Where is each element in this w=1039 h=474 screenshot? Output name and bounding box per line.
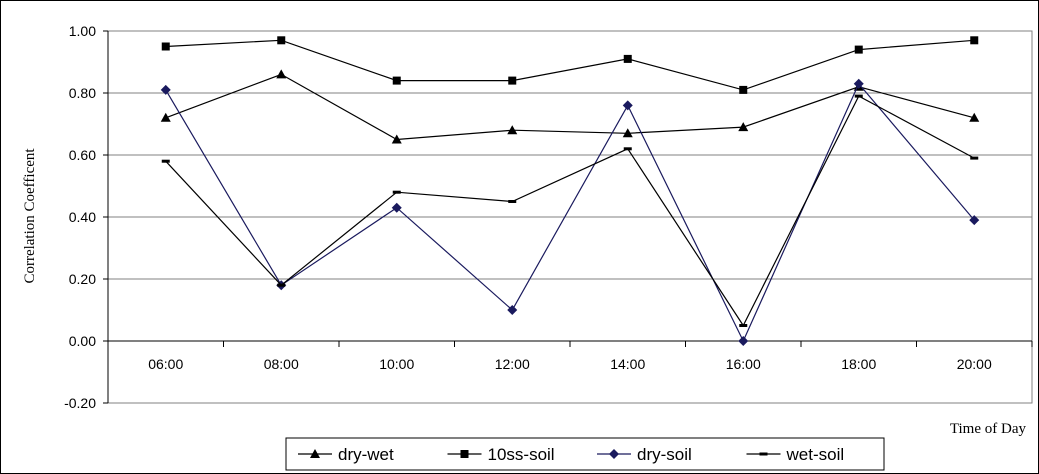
legend-box [285, 437, 885, 471]
x-tick-label: 20:00 [957, 356, 992, 372]
legend-label: dry-wet [338, 445, 394, 464]
legend-label: 10ss-soil [488, 445, 555, 464]
legend-marker [759, 452, 768, 456]
legend-item-dry-soil: dry-soil [597, 445, 692, 464]
data-point-dry-wet [969, 112, 980, 122]
x-axis-title: Time of Day [950, 421, 1027, 437]
y-tick-label: 0.00 [69, 333, 96, 349]
data-point-dry-wet [276, 69, 287, 79]
series-line-dry-soil [165, 82, 975, 343]
y-tick-label: 1.00 [69, 23, 96, 39]
x-tick-label: 18:00 [841, 356, 876, 372]
y-tick-label: 0.40 [69, 209, 96, 225]
legend-label: wet-soil [786, 445, 845, 464]
data-point-dry-soil [391, 202, 402, 213]
legend-marker [460, 450, 469, 458]
legend-marker [310, 449, 320, 458]
x-tick-label: 06:00 [148, 356, 183, 372]
data-point-10ss-soil [970, 36, 979, 45]
data-point-dry-wet [160, 112, 171, 122]
y-tick-label: -0.20 [64, 395, 96, 411]
y-tick-label: 0.80 [69, 85, 96, 101]
data-point-10ss-soil [623, 54, 632, 63]
data-point-wet-soil [623, 147, 632, 151]
x-tick-label: 10:00 [379, 356, 414, 372]
data-point-dry-soil [507, 305, 518, 315]
series-layer [160, 36, 980, 346]
legend-item-dry-wet: dry-wet [298, 445, 394, 464]
data-point-dry-soil [969, 215, 980, 226]
data-point-wet-soil [277, 283, 286, 287]
data-point-10ss-soil [739, 85, 748, 94]
data-point-10ss-soil [854, 45, 863, 54]
data-point-10ss-soil [161, 42, 170, 51]
data-point-dry-soil [738, 336, 749, 346]
data-point-dry-soil [853, 78, 864, 89]
y-tick-label: 0.60 [69, 147, 96, 163]
series-line-wet-soil [165, 95, 975, 327]
data-point-10ss-soil [392, 76, 401, 85]
data-point-dry-soil [160, 84, 171, 95]
data-point-10ss-soil [277, 36, 286, 45]
x-tick-label: 08:00 [264, 356, 299, 372]
series-line-10ss-soil [165, 39, 975, 91]
legend-label: dry-soil [637, 445, 692, 464]
data-point-wet-soil [970, 156, 979, 160]
series-line-dry-wet [165, 73, 975, 141]
y-tick-label: 0.20 [69, 271, 96, 287]
data-point-10ss-soil [508, 76, 517, 85]
x-tick-label: 12:00 [495, 356, 530, 372]
y-axis-title: Correlation Coefficent [22, 148, 38, 284]
axes [103, 30, 1033, 404]
data-point-wet-soil [392, 190, 401, 194]
data-point-dry-wet [738, 122, 749, 132]
data-point-dry-wet [507, 125, 518, 135]
data-point-dry-wet [391, 134, 402, 144]
legend-item-10ss-soil: 10ss-soil [447, 445, 555, 464]
data-point-dry-wet [622, 128, 633, 138]
x-tick-label: 14:00 [610, 356, 645, 372]
series-dry-wet [160, 69, 980, 144]
tick-labels: -0.20 0.00 0.20 0.40 0.60 0.80 1.00 06:00 08:00 1… [64, 23, 992, 411]
data-point-dry-soil [622, 100, 633, 111]
series-10ss-soil [161, 36, 979, 94]
legend: dry-wet 10ss-soil dry-soil wet-soil [285, 437, 885, 471]
legend-item-wet-soil: wet-soil [746, 445, 845, 464]
series-dry-soil [160, 78, 980, 346]
data-point-wet-soil [739, 324, 748, 327]
data-point-wet-soil [508, 200, 517, 203]
data-point-wet-soil [161, 159, 170, 163]
x-tick-label: 16:00 [726, 356, 761, 372]
series-wet-soil [161, 94, 979, 327]
data-point-wet-soil [854, 94, 863, 98]
legend-marker [609, 449, 619, 459]
